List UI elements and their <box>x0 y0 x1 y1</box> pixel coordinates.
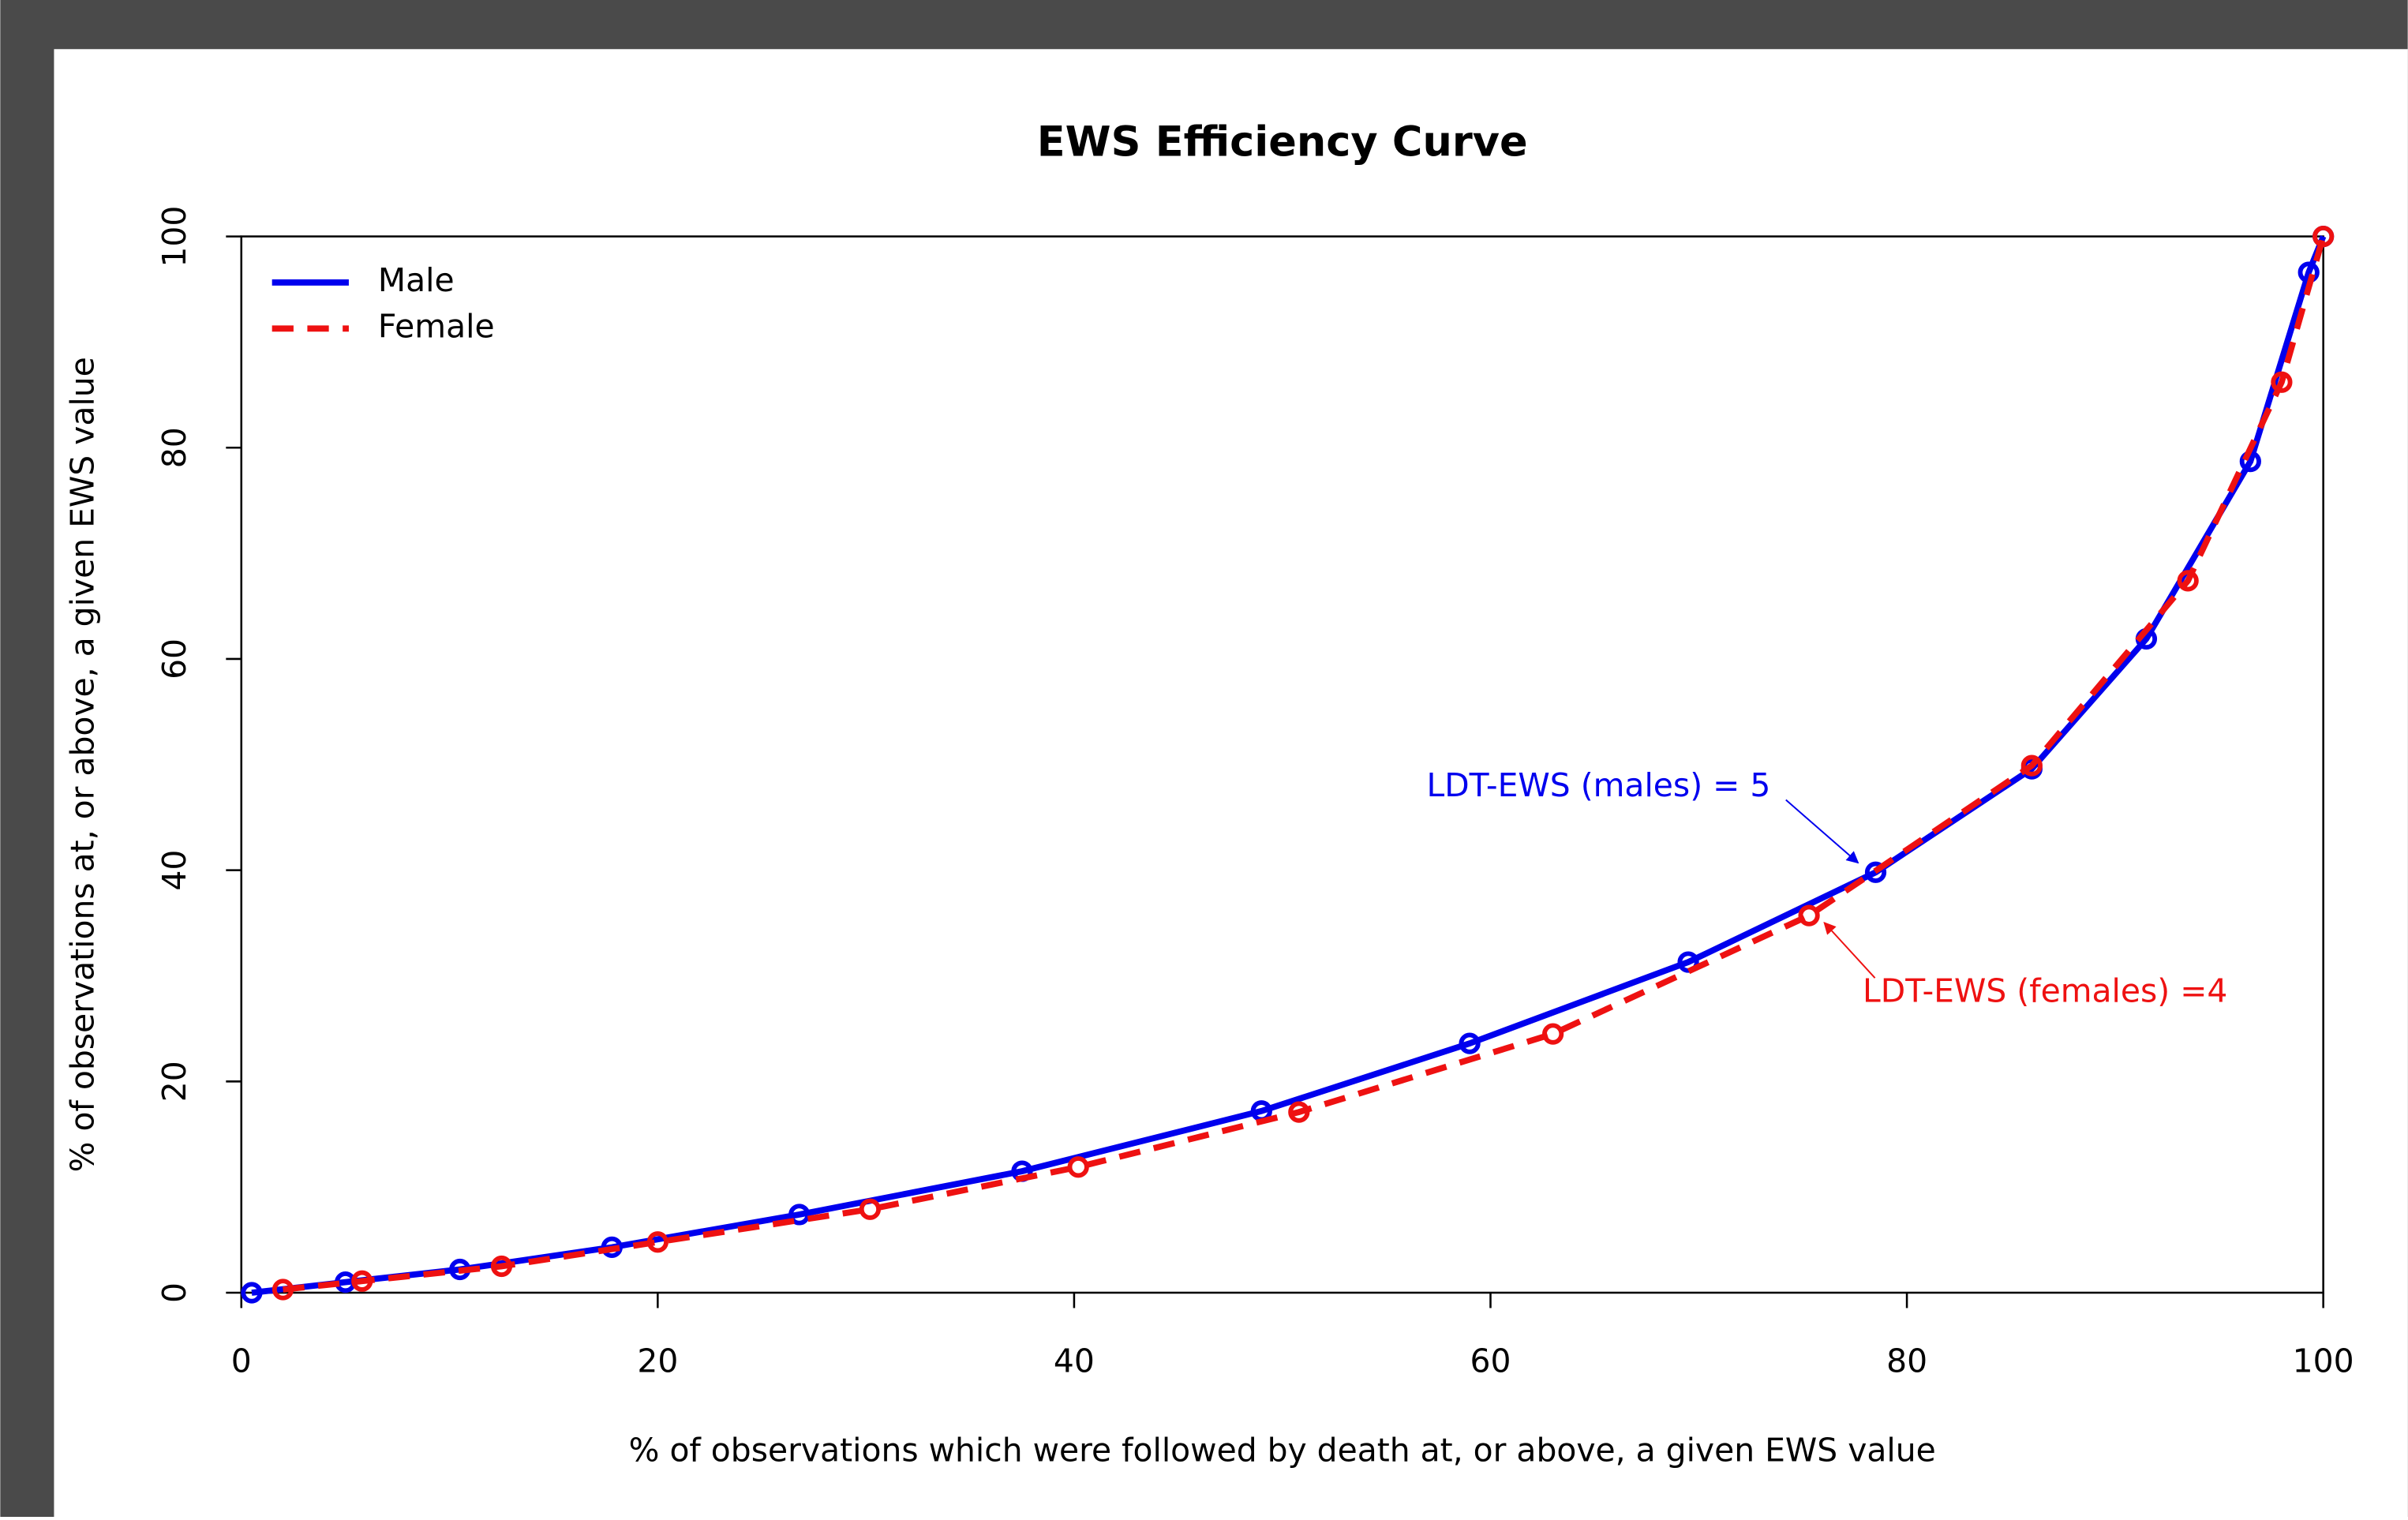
x-tick-label: 100 <box>2293 1342 2354 1380</box>
data-point <box>241 1282 263 1304</box>
data-point <box>2271 371 2293 393</box>
y-tick-label: 80 <box>155 427 193 468</box>
y-tick-label: 0 <box>155 1282 193 1303</box>
data-point <box>1067 1156 1089 1178</box>
y-tick-label: 60 <box>155 638 193 680</box>
annotation-arrow <box>1823 922 1876 979</box>
series-line <box>283 235 2327 1293</box>
data-point <box>1864 861 1887 883</box>
data-point <box>490 1255 513 1278</box>
x-tick-label: 0 <box>231 1342 252 1380</box>
data-point <box>1288 1101 1310 1123</box>
data-point <box>646 1231 668 1253</box>
data-point <box>2177 570 2199 592</box>
data-point <box>2313 225 2335 248</box>
data-point <box>272 1279 294 1301</box>
data-point <box>859 1198 882 1220</box>
plot-frame <box>240 235 2324 1294</box>
data-point <box>2020 754 2043 777</box>
data-point <box>351 1270 373 1292</box>
y-axis-label: % of observations at, or above, a given … <box>63 357 101 1172</box>
data-point <box>1542 1023 1564 1045</box>
chart-title: EWS Efficiency Curve <box>1037 118 1528 167</box>
legend-label: Female <box>378 307 495 345</box>
annotation-arrow <box>1785 799 1859 864</box>
data-point <box>1798 904 1820 927</box>
data-point <box>1459 1032 1481 1054</box>
legend-label: Male <box>378 261 455 299</box>
x-tick-label: 80 <box>1886 1342 1927 1380</box>
x-tick-label: 40 <box>1054 1342 1095 1380</box>
data-point <box>1677 951 1699 973</box>
data-point <box>601 1236 623 1259</box>
annotation: LDT-EWS (males) = 5 <box>1426 766 1770 804</box>
y-tick-label: 20 <box>155 1061 193 1102</box>
annotation: LDT-EWS (females) =4 <box>1863 972 2227 1010</box>
x-axis-label: % of observations which were followed by… <box>629 1431 1936 1469</box>
x-tick-label: 20 <box>637 1342 678 1380</box>
y-tick-label: 100 <box>155 206 193 268</box>
y-tick-label: 40 <box>155 850 193 891</box>
data-point <box>788 1204 811 1226</box>
x-tick-label: 60 <box>1470 1342 1511 1380</box>
